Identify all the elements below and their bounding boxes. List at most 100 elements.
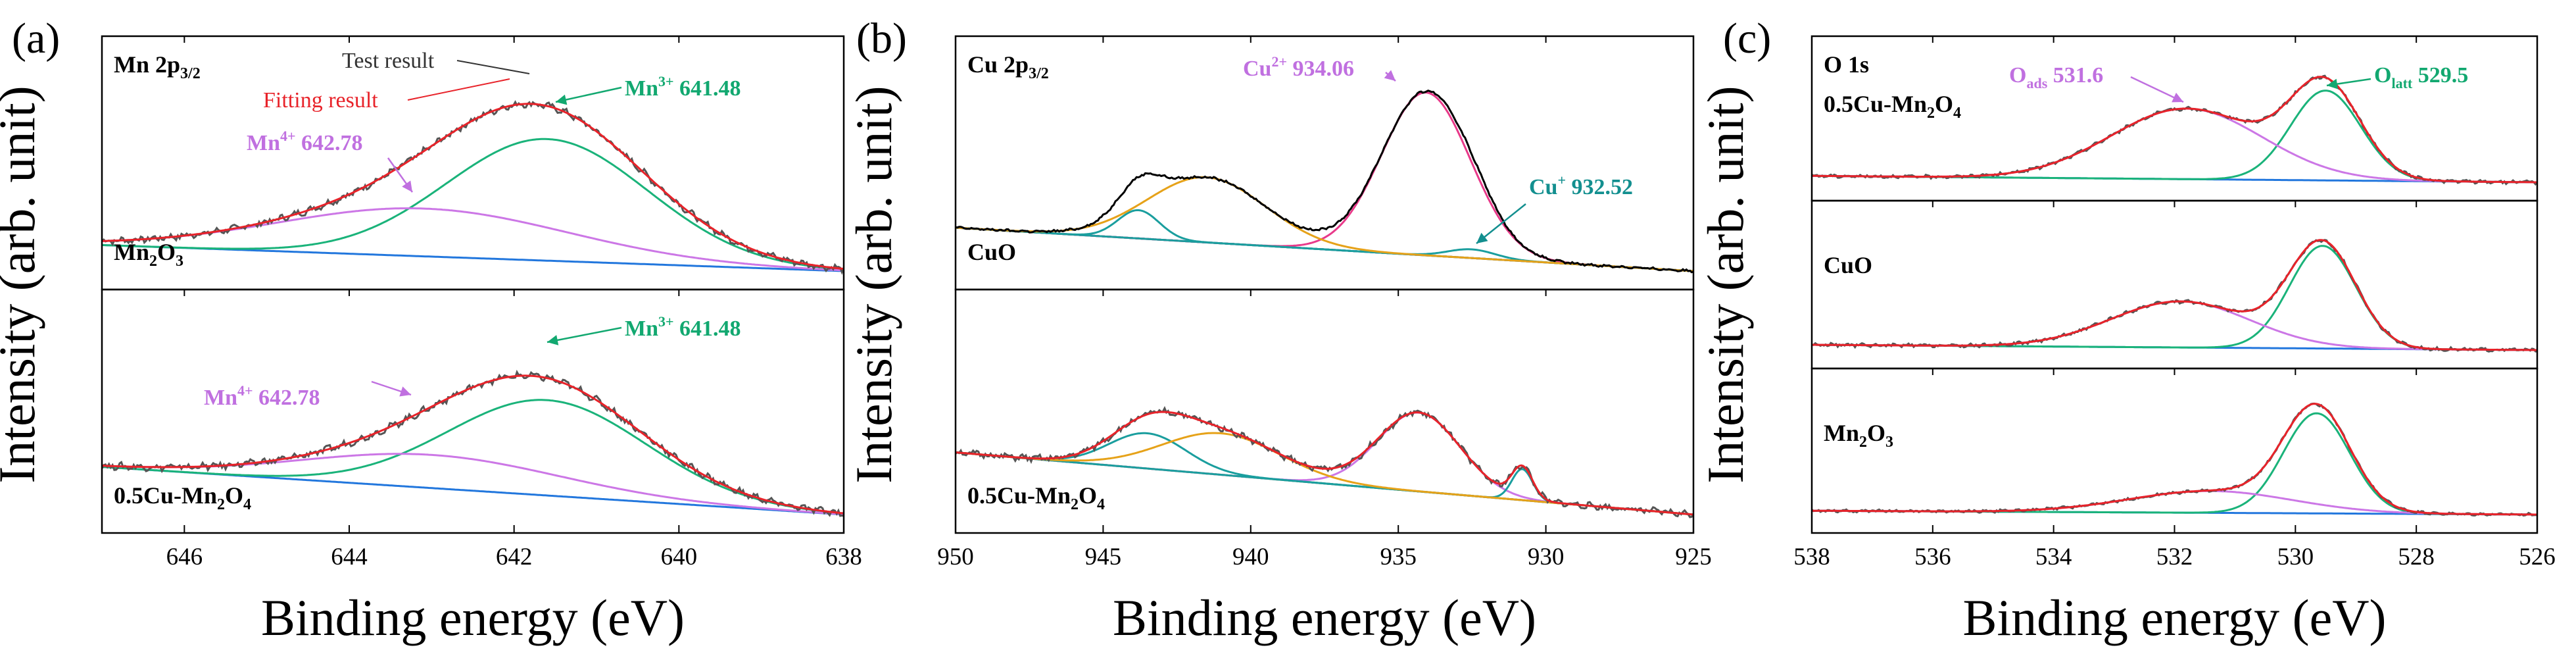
peak-label: Mn3+ 641.48 (625, 313, 741, 341)
peak-label: Mn4+ 642.78 (204, 382, 320, 410)
subplot: Mn2O3 Mn 2p3/2 Test result Fitting result Mn… (101, 35, 845, 291)
peak-arrow-head (1476, 232, 1488, 243)
subplot: CuO Cu 2p3/2 Cu2+ 934.06 Cu+ 932.52 (954, 35, 1695, 291)
subplot-frame (1810, 367, 2539, 534)
x-tick-label: 534 (2035, 544, 2072, 570)
peak-arrow-head (547, 335, 559, 345)
fitting-result-line (1812, 239, 2537, 351)
x-axis-title: Binding energy (eV) (261, 589, 685, 646)
peak-arrow-head (399, 386, 411, 397)
sample-label: CuO (1824, 252, 1872, 278)
peak-label: Mn3+ 641.48 (625, 73, 741, 101)
plot-area (102, 369, 844, 517)
sample-label: 0.5Cu-Mn2O4 (114, 482, 251, 513)
x-tick-label: 532 (2156, 544, 2193, 570)
peak-Mn3+ (102, 399, 844, 515)
legend-fit-pointer (407, 78, 510, 101)
panel-2: (c) Intensity (arb. unit) Binding energy (… (1697, 14, 2556, 646)
legend-test-pointer (456, 60, 530, 74)
peak-arrow-head (556, 94, 568, 105)
panel-1: (b) Intensity (arb. unit) Binding energy (… (845, 14, 1712, 646)
panel-0: (a) Intensity (arb. unit) Binding energy (… (0, 14, 862, 646)
peak-Oads (1812, 300, 2537, 351)
sample-label: Mn2O3 (114, 239, 183, 270)
x-tick-label: 538 (1793, 544, 1830, 570)
subplot-frame (101, 35, 845, 291)
x-tick-label: 930 (1528, 544, 1565, 570)
legend-fit: Fitting result (263, 88, 378, 113)
fitting-result-line (102, 103, 844, 270)
x-tick-label: 925 (1675, 544, 1712, 570)
panel-letter: (a) (12, 14, 60, 63)
element-label: O 1s (1824, 51, 1869, 78)
x-tick-label: 940 (1232, 544, 1269, 570)
subplot: 0.5Cu-Mn2O4 (954, 288, 1695, 534)
peak-label: Oads 531.6 (2009, 63, 2103, 91)
test-result-line (1812, 239, 2537, 353)
test-result-line (102, 369, 844, 517)
subplot-frame (1810, 199, 2539, 370)
subplot: 0.5Cu-Mn2O4 O 1s Oads 531.6 Olatt 529.5 (1810, 35, 2539, 202)
x-tick-label: 530 (2277, 544, 2314, 570)
plot-area (956, 89, 1693, 274)
x-tick-label: 950 (937, 544, 974, 570)
plot-area (1812, 239, 2537, 353)
peak-label: Olatt 529.5 (2374, 63, 2468, 91)
x-tick-label: 935 (1380, 544, 1417, 570)
x-tick-label: 646 (166, 544, 203, 570)
x-tick-label: 536 (1914, 544, 1951, 570)
subplot: CuO (1810, 199, 2539, 370)
panel-letter: (b) (856, 14, 907, 63)
x-tick-label: 638 (825, 544, 862, 570)
legend-test: Test result (342, 49, 435, 73)
subplot: Mn2O3 (1810, 367, 2539, 534)
x-tick-label: 640 (661, 544, 698, 570)
peak-Olatt (1812, 412, 2537, 516)
test-result-line (1812, 402, 2537, 517)
fitting-result-line (1812, 76, 2537, 184)
plot-area (1812, 402, 2537, 517)
subplot-frame (101, 288, 845, 534)
peak-arrow-head (1384, 70, 1396, 81)
subplot-frame (954, 288, 1695, 534)
fitting-result-line (102, 374, 844, 515)
sample-label: Mn2O3 (1824, 420, 1893, 451)
peak-arrow-head (2327, 78, 2339, 89)
peak-label: Cu+ 932.52 (1529, 172, 1633, 199)
test-result-line (956, 89, 1693, 274)
peak-arrow-head (2172, 92, 2183, 103)
y-axis-title: Intensity (arb. unit) (1697, 86, 1754, 483)
fitting-result-line (1812, 403, 2537, 516)
peak-Olatt (1812, 245, 2537, 351)
y-axis-title: Intensity (arb. unit) (0, 86, 45, 483)
x-tick-label: 644 (331, 544, 368, 570)
peak-arrow (547, 326, 622, 343)
x-tick-label: 642 (496, 544, 533, 570)
test-result-line (102, 100, 844, 275)
plot-area (956, 405, 1693, 519)
peak-label: Mn4+ 642.78 (247, 128, 363, 155)
plot-area (102, 100, 844, 275)
element-label: Mn 2p3/2 (114, 51, 201, 82)
peak-arrow (1476, 203, 1526, 244)
peak-arrow-head (402, 180, 412, 192)
subplot: 0.5Cu-Mn2O4 Mn3+ 641.48 Mn4+ 642.78 (101, 288, 845, 534)
sample-label: CuO (967, 239, 1016, 265)
x-tick-label: 945 (1085, 544, 1122, 570)
x-axis-title: Binding energy (eV) (1962, 589, 2386, 646)
sample-label: 0.5Cu-Mn2O4 (1824, 91, 1961, 122)
panel-letter: (c) (1723, 14, 1771, 63)
x-tick-label: 526 (2519, 544, 2556, 570)
x-axis-title: Binding energy (eV) (1113, 589, 1536, 646)
peak-Oads (1812, 107, 2537, 184)
y-axis-title: Intensity (arb. unit) (845, 86, 902, 483)
peak-label: Cu2+ 934.06 (1243, 53, 1354, 81)
plot-area (1812, 74, 2537, 186)
peak-Mn3+ (102, 138, 844, 271)
element-label: Cu 2p3/2 (967, 51, 1049, 82)
peak-arrow (555, 86, 622, 103)
x-tick-label: 528 (2398, 544, 2435, 570)
fitting-result-line (956, 411, 1693, 516)
sample-label: 0.5Cu-Mn2O4 (967, 482, 1105, 513)
